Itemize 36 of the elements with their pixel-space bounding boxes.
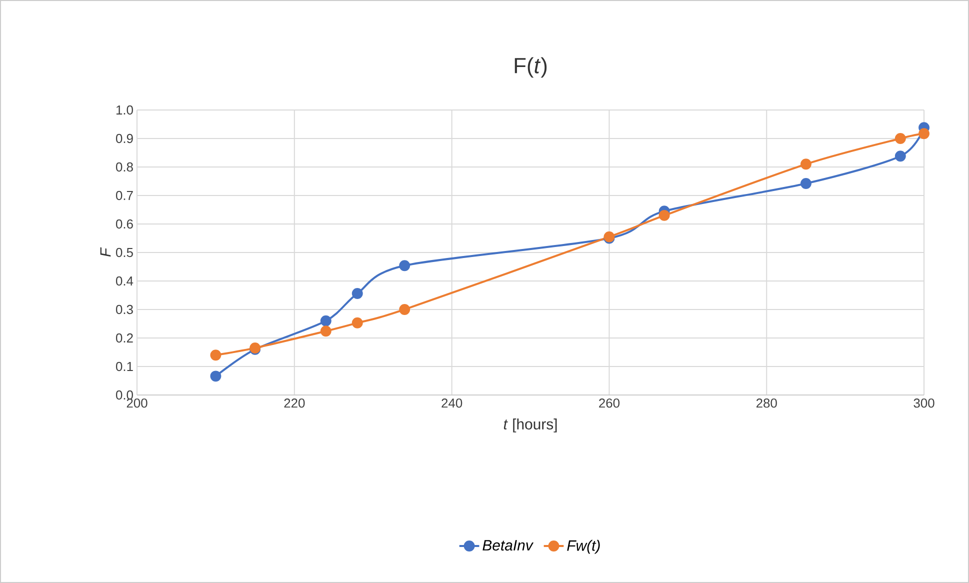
point — [399, 260, 410, 272]
y-tick-label: 0.0 — [116, 390, 133, 400]
point — [894, 133, 906, 144]
y-tick-label: 0.1 — [116, 362, 133, 372]
point — [800, 158, 812, 170]
point — [320, 315, 332, 326]
y-tick-label: 0.2 — [116, 333, 133, 343]
y-tick-label: 1.0 — [116, 105, 133, 115]
y-axis-title: F — [100, 247, 111, 257]
point — [658, 210, 670, 221]
x-tick-label: 240 — [442, 398, 462, 408]
legend-label: Fw(t) — [567, 540, 600, 554]
y-tick-label: 0.7 — [116, 190, 133, 200]
y-tick-label: 0.3 — [116, 304, 133, 314]
y-tick-label: 0.9 — [116, 134, 133, 144]
y-tick-label: 0.4 — [116, 276, 134, 286]
point — [918, 128, 930, 140]
legend-label: BetaInv — [482, 540, 534, 551]
point — [399, 304, 410, 315]
x-tick-label: 300 — [914, 398, 934, 408]
point — [210, 370, 222, 382]
y-tick-label: 0.5 — [116, 248, 133, 258]
point — [320, 326, 332, 337]
x-tick-label: 280 — [756, 398, 777, 408]
point — [352, 288, 363, 300]
point — [894, 150, 906, 162]
x-tick-label: 260 — [599, 398, 620, 408]
x-axis-title: t [hours] — [504, 418, 557, 432]
y-tick-label: 0.6 — [116, 219, 133, 229]
point — [210, 350, 222, 361]
y-tick-label: 0.8 — [116, 162, 133, 172]
x-tick-label: 200 — [126, 398, 148, 408]
point — [800, 178, 812, 189]
chart-title: F(t) — [514, 57, 547, 78]
x-tick-label: 220 — [284, 398, 305, 408]
point — [352, 317, 363, 328]
